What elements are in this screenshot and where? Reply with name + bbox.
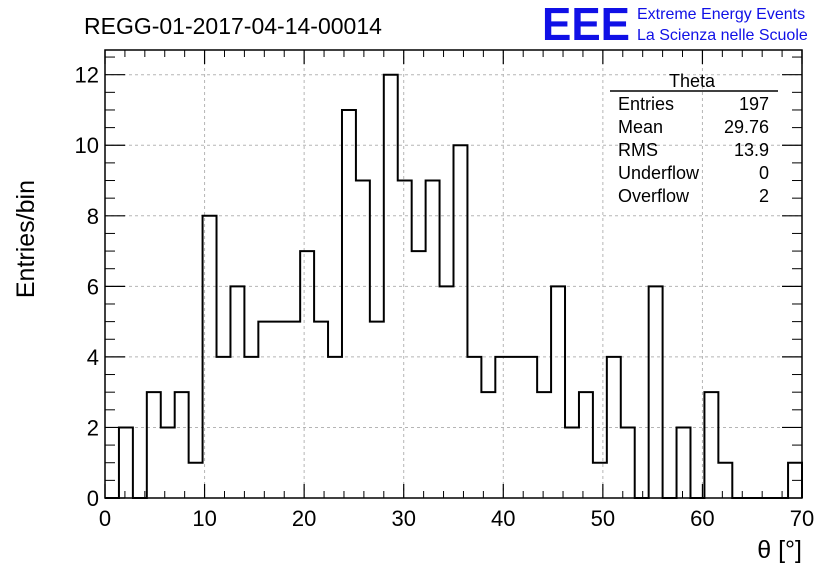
chart-title: REGG-01-2017-04-14-00014	[84, 13, 382, 39]
stats-label-overflow: Overflow	[618, 186, 690, 206]
histogram-bin	[426, 181, 440, 498]
histogram-bin	[189, 463, 203, 498]
y-tick-label: 12	[75, 63, 99, 88]
axis-ticks	[104, 50, 803, 499]
histogram-bin	[565, 427, 579, 498]
histogram-bin	[161, 427, 175, 498]
x-tick-label: 10	[192, 506, 216, 531]
x-tick-label: 50	[591, 506, 615, 531]
histogram-bin	[147, 392, 161, 498]
histogram-bin	[593, 463, 607, 498]
histogram-bin	[230, 286, 244, 498]
stats-value-overflow: 2	[759, 186, 769, 206]
y-tick-label: 6	[87, 274, 99, 299]
histogram-bin	[718, 463, 732, 498]
stats-value-mean: 29.76	[724, 117, 769, 137]
y-tick-labels: 0 2 4 6 8 10 12	[75, 63, 99, 511]
x-tick-label: 40	[491, 506, 515, 531]
y-axis-label: Entries/bin	[12, 180, 40, 298]
stats-value-underflow: 0	[759, 163, 769, 183]
histogram-bin	[217, 357, 231, 498]
histogram-bin	[356, 181, 370, 498]
histogram-bin	[314, 322, 328, 498]
stats-title: Theta	[669, 71, 716, 91]
stats-label-mean: Mean	[618, 117, 663, 137]
histogram-bin	[621, 427, 635, 498]
logo-line-1: Extreme Energy Events	[637, 6, 805, 23]
x-tick-labels: 0 10 20 30 40 50 60 70	[99, 506, 814, 531]
stats-value-rms: 13.9	[734, 140, 769, 160]
plot-frame	[104, 49, 803, 499]
histogram-bin	[481, 392, 495, 498]
histogram-bin	[119, 427, 133, 498]
eee-logo: EEE	[542, 0, 630, 50]
histogram-bin	[649, 286, 663, 498]
y-tick-label: 8	[87, 204, 99, 229]
histogram-bin	[440, 286, 454, 498]
histogram-bin	[398, 181, 412, 498]
histogram-bin	[454, 145, 468, 498]
x-tick-label: 30	[391, 506, 415, 531]
histogram-bin	[551, 286, 565, 498]
x-tick-label: 70	[790, 506, 814, 531]
x-axis-label: θ [°]	[757, 536, 802, 564]
y-tick-label: 4	[87, 345, 99, 370]
stats-label-rms: RMS	[618, 140, 658, 160]
logo-line-2: La Scienza nelle Scuole	[637, 27, 808, 44]
x-tick-label: 0	[99, 506, 111, 531]
histogram-bin	[342, 110, 356, 498]
y-tick-label: 10	[75, 133, 99, 158]
histogram	[105, 73, 803, 499]
y-tick-label: 0	[87, 486, 99, 511]
histogram-bin	[175, 392, 189, 498]
histogram-bin	[412, 251, 426, 498]
histogram-bin	[537, 392, 551, 498]
histogram-outline	[105, 73, 803, 499]
histogram-bin	[300, 251, 314, 498]
histogram-bin	[579, 392, 593, 498]
x-tick-label: 60	[690, 506, 714, 531]
x-tick-label: 20	[292, 506, 316, 531]
histogram-bin	[286, 322, 300, 498]
stats-box: Theta Entries 197 Mean 29.76 RMS 13.9 Un…	[610, 71, 778, 206]
histogram-bin	[258, 322, 272, 498]
y-tick-label: 2	[87, 415, 99, 440]
histogram-bin	[272, 322, 286, 498]
histogram-bin	[704, 392, 718, 498]
stats-label-underflow: Underflow	[618, 163, 700, 183]
histogram-bin	[607, 357, 621, 498]
stats-label-entries: Entries	[618, 94, 674, 114]
histogram-bin	[677, 427, 691, 498]
histogram-bin	[370, 322, 384, 498]
stats-value-entries: 197	[739, 94, 769, 114]
